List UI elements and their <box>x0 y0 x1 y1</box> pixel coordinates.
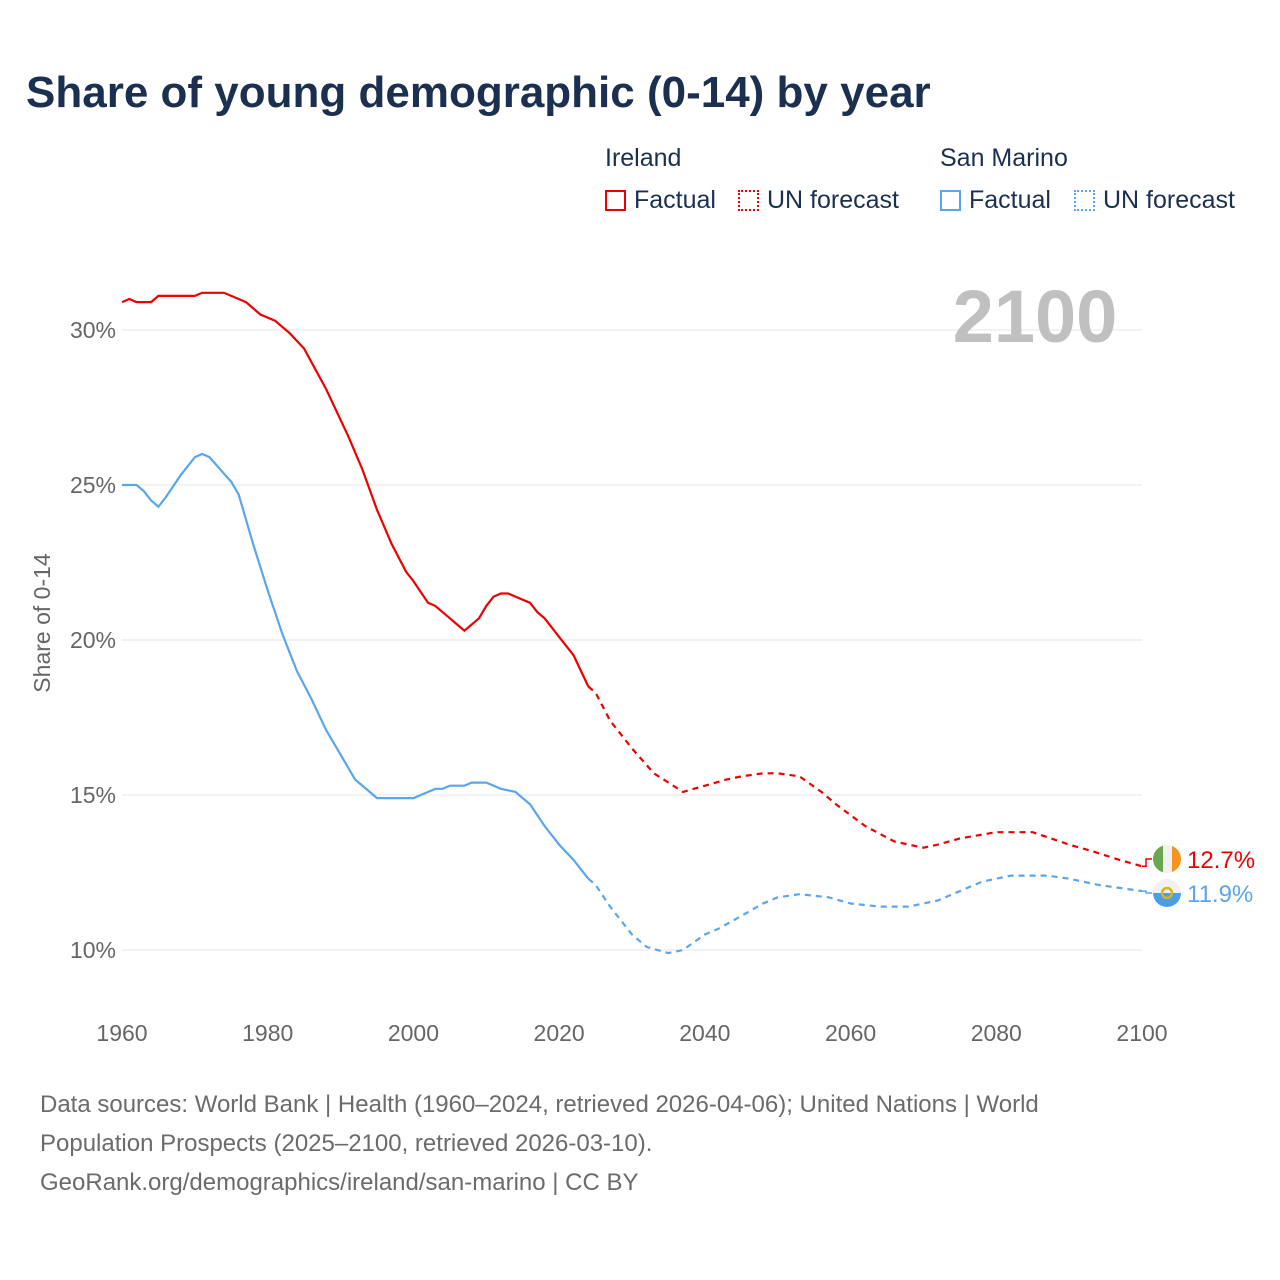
legend-group-san-marino: San Marino <box>940 144 1068 172</box>
y-axis-label: Share of 0-14 <box>29 553 55 693</box>
y-tick-label: 10% <box>70 937 116 963</box>
ireland-flag-icon <box>1153 845 1181 873</box>
y-tick-label: 30% <box>70 317 116 343</box>
legend-ireland-factual[interactable]: Factual <box>605 186 716 215</box>
y-tick-label: 25% <box>70 472 116 498</box>
year-watermark: 2100 <box>953 275 1118 358</box>
legend-label: UN forecast <box>767 186 899 214</box>
end-connector <box>1142 858 1152 868</box>
end-connector <box>1142 890 1152 894</box>
chart-title: Share of young demographic (0-14) by yea… <box>26 68 931 117</box>
x-tick-label: 2060 <box>825 1020 876 1046</box>
y-tick-label: 15% <box>70 782 116 808</box>
legend-label: Factual <box>969 186 1051 214</box>
legend-swatch-dotted <box>738 190 759 211</box>
legend-ireland-forecast[interactable]: UN forecast <box>738 186 899 215</box>
legend-group-ireland: Ireland <box>605 144 682 172</box>
source-line-2: Population Prospects (2025–2100, retriev… <box>40 1130 653 1157</box>
x-tick-label: 2080 <box>971 1020 1022 1046</box>
x-tick-label: 2000 <box>388 1020 439 1046</box>
legend-swatch-dotted <box>1074 190 1095 211</box>
ireland-factual-line <box>121 291 590 687</box>
y-tick-label: 20% <box>70 627 116 653</box>
x-tick-label: 2020 <box>534 1020 585 1046</box>
x-tick-label: 1980 <box>242 1020 293 1046</box>
line-chart: 10% 15% 20% 25% 30% 1960 1980 2000 2020 2040 2060 2… <box>29 275 1255 1046</box>
source-line-1: Data sources: World Bank | Health (1960–… <box>40 1091 1039 1118</box>
legend-label: Factual <box>634 186 716 214</box>
ireland-forecast-line <box>587 685 1143 868</box>
legend-san-marino-forecast[interactable]: UN forecast <box>1074 186 1235 215</box>
legend-swatch-solid <box>940 190 961 211</box>
san-marino-factual-line <box>122 452 590 880</box>
san-marino-forecast-line <box>587 874 1143 955</box>
san-marino-flag-icon <box>1153 879 1181 907</box>
source-line-3[interactable]: GeoRank.org/demographics/ireland/san-mar… <box>40 1169 639 1196</box>
x-tick-label: 2040 <box>679 1020 730 1046</box>
legend-label: UN forecast <box>1103 186 1235 214</box>
ireland-end-label: 12.7% <box>1187 847 1255 874</box>
x-tick-label: 1960 <box>96 1020 147 1046</box>
legend-san-marino-factual[interactable]: Factual <box>940 186 1051 215</box>
x-tick-label: 2100 <box>1116 1020 1167 1046</box>
legend-swatch-solid <box>605 190 626 211</box>
san-marino-end-label: 11.9% <box>1187 881 1253 908</box>
